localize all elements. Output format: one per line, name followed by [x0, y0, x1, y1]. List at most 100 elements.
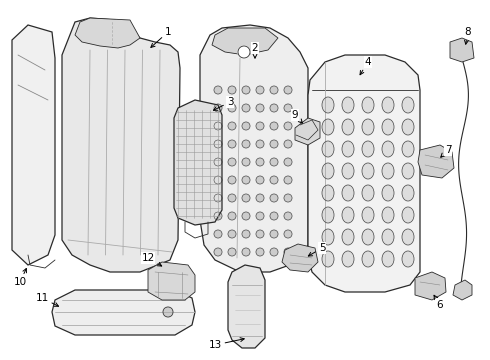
Circle shape [270, 176, 278, 184]
Ellipse shape [322, 119, 334, 135]
Circle shape [242, 176, 250, 184]
Ellipse shape [402, 97, 414, 113]
Circle shape [242, 158, 250, 166]
Circle shape [242, 140, 250, 148]
Circle shape [214, 122, 222, 130]
Polygon shape [295, 118, 320, 145]
Ellipse shape [322, 97, 334, 113]
Ellipse shape [382, 97, 394, 113]
Circle shape [270, 122, 278, 130]
Circle shape [284, 212, 292, 220]
Ellipse shape [382, 185, 394, 201]
Circle shape [270, 158, 278, 166]
Polygon shape [174, 100, 222, 225]
Ellipse shape [342, 229, 354, 245]
Polygon shape [12, 25, 55, 265]
Text: 9: 9 [292, 110, 302, 123]
Polygon shape [415, 272, 446, 300]
Ellipse shape [362, 141, 374, 157]
Circle shape [270, 248, 278, 256]
Polygon shape [75, 18, 140, 48]
Ellipse shape [322, 207, 334, 223]
Text: 4: 4 [360, 57, 371, 75]
Circle shape [228, 86, 236, 94]
Circle shape [242, 194, 250, 202]
Circle shape [228, 194, 236, 202]
Ellipse shape [402, 163, 414, 179]
Ellipse shape [342, 251, 354, 267]
Polygon shape [62, 18, 180, 272]
Circle shape [214, 158, 222, 166]
Circle shape [242, 248, 250, 256]
Ellipse shape [342, 97, 354, 113]
Polygon shape [450, 38, 474, 62]
Ellipse shape [382, 229, 394, 245]
Ellipse shape [402, 251, 414, 267]
Circle shape [270, 194, 278, 202]
Circle shape [256, 212, 264, 220]
Circle shape [256, 104, 264, 112]
Polygon shape [228, 265, 265, 348]
Circle shape [228, 158, 236, 166]
Circle shape [284, 122, 292, 130]
Polygon shape [148, 262, 195, 300]
Ellipse shape [322, 185, 334, 201]
Ellipse shape [382, 119, 394, 135]
Circle shape [228, 104, 236, 112]
Polygon shape [200, 25, 308, 272]
Polygon shape [212, 28, 278, 55]
Circle shape [284, 230, 292, 238]
Circle shape [242, 86, 250, 94]
Text: 7: 7 [441, 145, 451, 157]
Circle shape [214, 248, 222, 256]
Text: 3: 3 [214, 97, 233, 110]
Polygon shape [52, 290, 195, 335]
Circle shape [238, 46, 250, 58]
Ellipse shape [322, 251, 334, 267]
Text: 12: 12 [142, 253, 162, 266]
Ellipse shape [382, 251, 394, 267]
Ellipse shape [362, 97, 374, 113]
Ellipse shape [342, 119, 354, 135]
Ellipse shape [322, 229, 334, 245]
Ellipse shape [402, 141, 414, 157]
Circle shape [242, 122, 250, 130]
Circle shape [214, 212, 222, 220]
Circle shape [242, 212, 250, 220]
Ellipse shape [362, 229, 374, 245]
Circle shape [228, 230, 236, 238]
Polygon shape [453, 280, 472, 300]
Circle shape [284, 104, 292, 112]
Polygon shape [308, 55, 420, 292]
Ellipse shape [362, 185, 374, 201]
Circle shape [214, 230, 222, 238]
Circle shape [270, 86, 278, 94]
Ellipse shape [342, 207, 354, 223]
Circle shape [228, 176, 236, 184]
Circle shape [214, 86, 222, 94]
Circle shape [163, 307, 173, 317]
Circle shape [214, 194, 222, 202]
Circle shape [270, 212, 278, 220]
Circle shape [228, 212, 236, 220]
Text: 2: 2 [252, 43, 258, 58]
Circle shape [284, 158, 292, 166]
Text: 10: 10 [13, 269, 26, 287]
Ellipse shape [402, 119, 414, 135]
Circle shape [270, 104, 278, 112]
Text: 6: 6 [434, 295, 443, 310]
Polygon shape [282, 244, 318, 272]
Circle shape [256, 158, 264, 166]
Circle shape [256, 194, 264, 202]
Circle shape [270, 140, 278, 148]
Text: 8: 8 [465, 27, 471, 44]
Ellipse shape [322, 163, 334, 179]
Circle shape [214, 176, 222, 184]
Circle shape [242, 230, 250, 238]
Circle shape [214, 140, 222, 148]
Circle shape [228, 248, 236, 256]
Circle shape [284, 248, 292, 256]
Ellipse shape [382, 163, 394, 179]
Text: 13: 13 [208, 338, 244, 350]
Circle shape [228, 140, 236, 148]
